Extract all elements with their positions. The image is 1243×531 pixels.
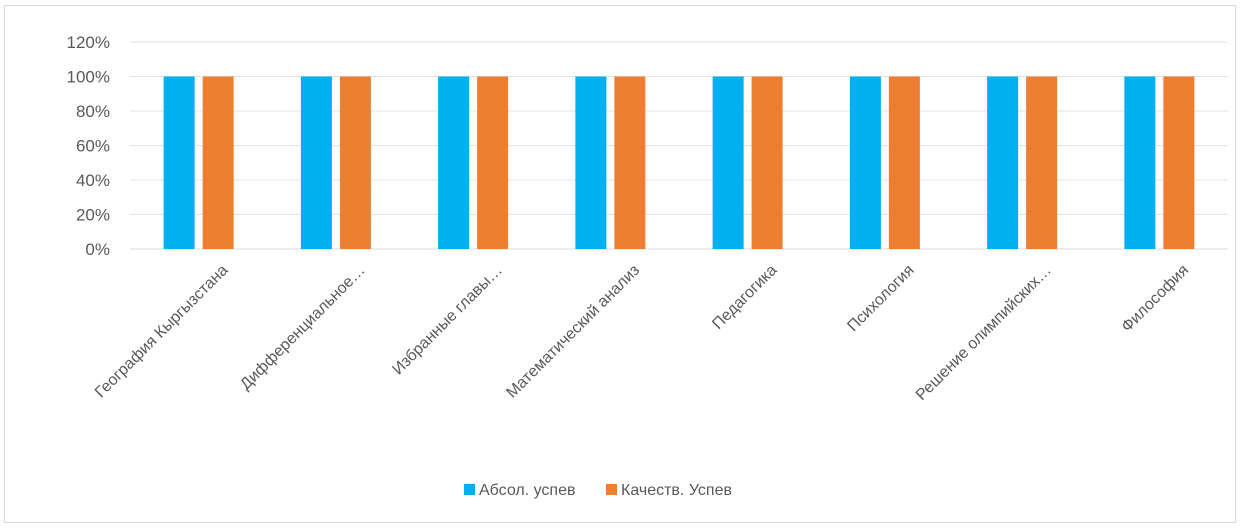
y-tick-label: 80% — [76, 102, 110, 121]
bar-kachestv — [888, 76, 920, 249]
legend-label: Абсол. успев — [479, 482, 576, 499]
bar-absol — [987, 76, 1019, 249]
legend-label: Качеств. Успев — [621, 482, 732, 499]
bar-kachestv — [477, 76, 509, 249]
bar-kachestv — [614, 76, 646, 249]
y-axis: 0% 20% 40% 60% 80% 100% 120% — [67, 33, 110, 259]
bar-absol — [712, 76, 744, 249]
bar-kachestv — [202, 76, 234, 249]
y-tick-label: 20% — [76, 206, 110, 225]
x-tick-label: Математический анализ — [503, 262, 643, 402]
bar-absol — [1124, 76, 1156, 249]
legend-swatch — [464, 484, 475, 495]
legend-swatch — [606, 484, 617, 495]
x-tick-label: Педагогика — [709, 262, 780, 333]
x-tick-label: География Кыргызстана — [92, 262, 232, 402]
bar-absol — [163, 76, 195, 249]
y-tick-label: 0% — [85, 240, 110, 259]
x-tick-label: Психология — [844, 262, 917, 335]
y-tick-label: 100% — [67, 68, 110, 87]
y-tick-label: 60% — [76, 137, 110, 156]
bars — [163, 76, 1195, 249]
x-axis: География Кыргызстана Дифференциальное… Из… — [92, 262, 1192, 404]
bar-kachestv — [339, 76, 371, 249]
legend: Абсол. успев Качеств. Успев — [464, 482, 732, 499]
bar-absol — [438, 76, 470, 249]
y-tick-label: 120% — [67, 33, 110, 52]
bar-absol — [849, 76, 881, 249]
bar-absol — [300, 76, 332, 249]
x-tick-label: Философия — [1118, 262, 1192, 336]
x-tick-label: Избранные главы… — [389, 262, 506, 379]
bar-kachestv — [1026, 76, 1058, 249]
bar-kachestv — [751, 76, 783, 249]
gridlines — [130, 41, 1228, 250]
y-tick-label: 40% — [76, 171, 110, 190]
x-tick-label: Дифференциальное… — [237, 262, 368, 393]
x-tick-label: Решение олимпийских… — [913, 262, 1055, 404]
bar-kachestv — [1163, 76, 1195, 249]
bar-absol — [575, 76, 607, 249]
